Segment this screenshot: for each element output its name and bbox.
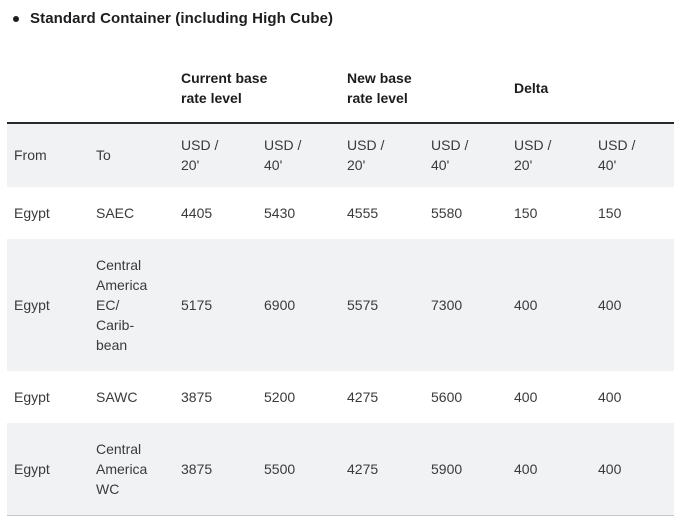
column-header-new-40: USD / 40'	[424, 123, 508, 187]
cell-new-40: 5900	[424, 423, 508, 516]
column-header-delta-40: USD / 40'	[591, 123, 674, 187]
cell-current-20: 4405	[181, 205, 213, 221]
section-heading: Standard Container (including High Cube)	[0, 0, 674, 27]
group-header-spacer	[7, 55, 174, 124]
cell-delta-20: 400	[514, 389, 538, 405]
column-header-current-20: USD / 20'	[174, 123, 257, 187]
column-header-current-40: USD / 40'	[257, 123, 341, 187]
cell-current-20: 3875	[181, 389, 213, 405]
cell-new-40: 5580	[431, 205, 463, 221]
cell-new-20: 4275	[340, 423, 425, 516]
cell-current-20: 5175	[181, 297, 213, 313]
cell-current-40: 5430	[264, 205, 296, 221]
rate-table: Current base rate level New base rate le…	[7, 55, 674, 516]
column-header-delta-20: USD / 20'	[507, 123, 592, 187]
cell-delta-40: 400	[598, 389, 622, 405]
table-row: Egypt SAWC 3875 5200 4275 5600 400 400	[7, 371, 674, 423]
table-row: Egypt SAEC 4405 5430 4555 5580 150 150	[7, 187, 674, 239]
cell-current-20: 3875	[174, 423, 257, 516]
cell-delta-40: 400	[598, 297, 622, 313]
cell-from: Egypt	[14, 205, 50, 221]
cell-delta-20: 150	[514, 205, 538, 221]
group-header-new-base-rate: New base rate level	[340, 55, 508, 124]
group-header-current-base-rate: Current base rate level	[174, 55, 341, 124]
cell-new-20: 5575	[347, 297, 379, 313]
bullet-icon	[13, 15, 19, 22]
table-row: Egypt Central America WC 3875 5500 4275 …	[7, 423, 674, 516]
section-heading-text: Standard Container (including High Cube)	[30, 10, 334, 27]
column-header-to: To	[89, 123, 174, 187]
cell-current-40: 5500	[257, 423, 341, 516]
cell-to: SAWC	[96, 389, 138, 405]
cell-to: Central America EC/ Carib- bean	[96, 257, 148, 353]
cell-delta-20: 400	[507, 423, 592, 516]
cell-current-40: 6900	[264, 297, 296, 313]
cell-new-40: 7300	[431, 297, 463, 313]
cell-new-20: 4555	[347, 205, 379, 221]
cell-from: Egypt	[14, 389, 50, 405]
cell-from: Egypt	[14, 297, 50, 313]
cell-to: Central America WC	[89, 423, 174, 516]
column-header-row: From To USD / 20' USD / 40' USD / 20' US…	[7, 123, 674, 187]
group-header-row: Current base rate level New base rate le…	[7, 55, 674, 124]
column-header-new-20: USD / 20'	[340, 123, 425, 187]
cell-from: Egypt	[7, 423, 89, 516]
group-header-delta: Delta	[507, 55, 674, 124]
cell-to: SAEC	[96, 205, 135, 221]
cell-delta-40: 400	[591, 423, 674, 516]
cell-new-20: 4275	[347, 389, 379, 405]
cell-delta-40: 150	[598, 205, 622, 221]
column-header-from: From	[7, 123, 89, 187]
table-row: Egypt Central America EC/ Carib- bean 51…	[7, 239, 674, 371]
cell-current-40: 5200	[264, 389, 296, 405]
cell-new-40: 5600	[431, 389, 463, 405]
cell-delta-20: 400	[514, 297, 538, 313]
